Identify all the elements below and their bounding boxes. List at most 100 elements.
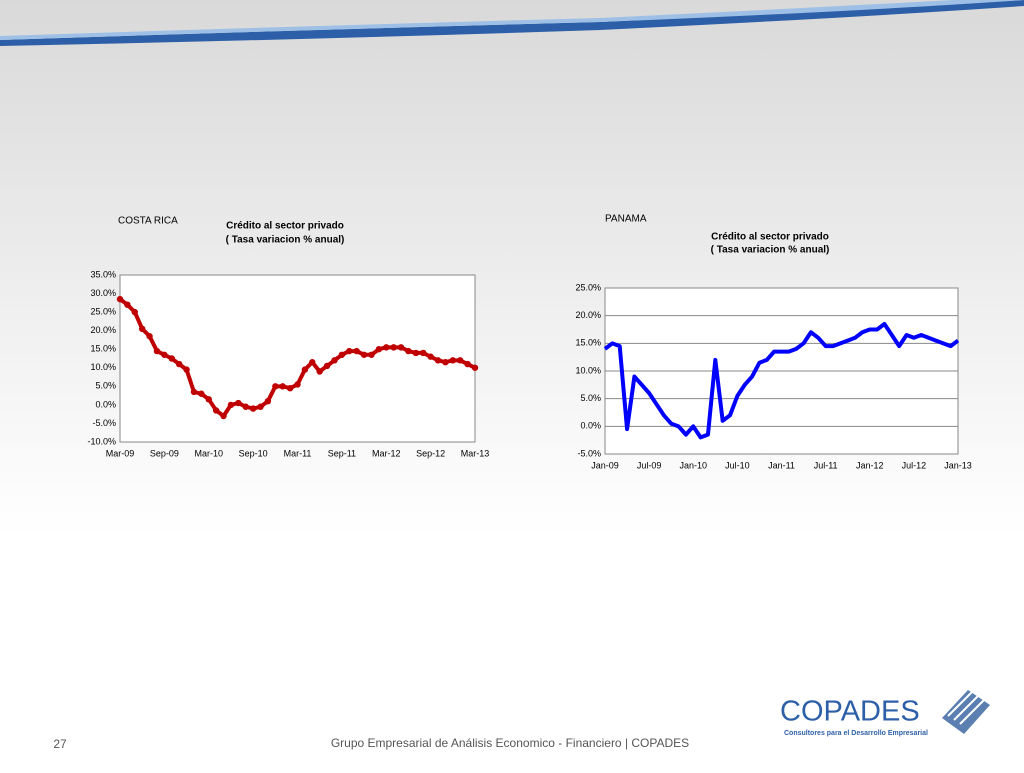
data-marker — [442, 359, 449, 366]
data-marker — [309, 359, 316, 366]
x-tick-label: Sep-09 — [150, 448, 179, 458]
y-tick-label: -10.0% — [87, 436, 116, 446]
data-marker — [212, 407, 220, 414]
data-marker — [360, 351, 368, 358]
data-marker — [124, 301, 131, 308]
data-marker — [220, 412, 227, 420]
data-marker — [146, 333, 153, 340]
y-tick-label: 10.0% — [90, 362, 116, 372]
x-tick-label: Jan-10 — [679, 460, 707, 470]
x-tick-label: Jul-10 — [725, 460, 750, 470]
footer-text: Grupo Empresarial de Análisis Economico … — [331, 736, 689, 750]
data-marker — [138, 325, 146, 333]
data-marker — [331, 357, 338, 364]
data-marker — [183, 366, 190, 373]
data-marker — [131, 308, 138, 316]
y-tick-label: 20.0% — [575, 310, 601, 320]
data-marker — [301, 366, 309, 373]
x-tick-label: Sep-11 — [328, 448, 356, 458]
data-marker — [161, 351, 168, 358]
y-tick-label: 15.0% — [575, 338, 601, 348]
data-marker — [190, 388, 198, 396]
x-tick-label: Jul-12 — [902, 460, 927, 470]
logo-name: COPADES — [780, 696, 920, 728]
page-number: 27 — [53, 737, 67, 751]
data-marker — [286, 384, 294, 392]
region-label: PANAMA — [605, 214, 647, 225]
chart-title: Crédito al sector privado — [711, 232, 829, 243]
data-marker — [198, 390, 205, 397]
y-tick-label: -5.0% — [92, 418, 116, 428]
region-label: COSTA RICA — [118, 216, 178, 227]
x-tick-label: Jan-13 — [944, 460, 972, 470]
data-marker — [346, 347, 353, 355]
top-wave — [0, 0, 1024, 46]
data-marker — [175, 360, 183, 368]
x-tick-label: Sep-10 — [239, 448, 268, 458]
x-tick-label: Jan-12 — [856, 460, 884, 470]
data-marker — [338, 351, 346, 358]
data-marker — [368, 351, 375, 358]
data-marker — [405, 347, 412, 355]
data-marker — [153, 347, 161, 355]
logo-mark — [942, 690, 990, 734]
data-marker — [272, 383, 279, 390]
data-marker — [427, 353, 434, 360]
y-tick-label: 0.0% — [580, 421, 601, 431]
data-marker — [449, 357, 457, 364]
data-marker — [420, 349, 427, 357]
top-wave-light — [0, 0, 1024, 40]
data-marker — [205, 396, 212, 403]
y-tick-label: 15.0% — [90, 344, 116, 354]
data-marker — [457, 357, 464, 364]
x-tick-label: Mar-11 — [284, 448, 312, 458]
data-marker — [412, 349, 420, 357]
chart-subtitle: ( Tasa variacion % anual) — [226, 235, 345, 246]
x-tick-label: Mar-09 — [106, 448, 135, 458]
data-marker — [168, 355, 175, 362]
data-marker — [279, 383, 286, 390]
y-tick-label: 20.0% — [90, 325, 116, 335]
data-marker — [257, 403, 264, 410]
data-marker — [434, 357, 442, 364]
data-marker — [242, 403, 249, 410]
x-tick-label: Mar-13 — [461, 448, 490, 458]
x-tick-label: Jul-11 — [814, 460, 838, 470]
data-marker — [249, 405, 257, 412]
data-marker — [464, 360, 471, 368]
data-marker — [353, 347, 360, 355]
x-tick-label: Mar-10 — [194, 448, 223, 458]
data-marker — [294, 381, 301, 388]
data-marker — [471, 364, 479, 371]
x-tick-label: Jul-09 — [637, 460, 662, 470]
y-tick-label: 30.0% — [90, 288, 116, 298]
x-tick-label: Sep-12 — [416, 448, 445, 458]
y-tick-label: 0.0% — [95, 399, 116, 409]
data-marker — [375, 346, 383, 353]
x-tick-label: Jan-09 — [591, 460, 619, 470]
y-tick-label: 5.0% — [95, 381, 116, 391]
y-tick-label: 35.0% — [90, 269, 116, 279]
y-tick-label: -5.0% — [577, 448, 601, 458]
x-tick-label: Mar-12 — [372, 448, 401, 458]
chart-title: Crédito al sector privado — [226, 221, 344, 232]
data-marker — [316, 368, 323, 375]
data-marker — [116, 295, 124, 303]
data-marker — [397, 344, 405, 351]
plot-area — [119, 274, 476, 443]
data-marker — [323, 362, 331, 370]
data-marker — [235, 399, 242, 407]
y-tick-label: 25.0% — [575, 282, 601, 292]
data-line — [603, 321, 960, 440]
data-marker — [383, 344, 390, 351]
chart-subtitle: ( Tasa variacion % anual) — [711, 245, 830, 256]
data-marker — [390, 344, 397, 351]
logo: COPADES Consultores para el Desarrollo E… — [780, 690, 990, 737]
y-tick-label: 10.0% — [575, 365, 601, 375]
y-tick-label: 25.0% — [90, 306, 116, 316]
data-marker — [264, 397, 272, 405]
data-marker — [227, 401, 235, 409]
logo-tagline: Consultores para el Desarrollo Empresari… — [784, 730, 928, 737]
x-tick-label: Jan-11 — [768, 460, 795, 470]
